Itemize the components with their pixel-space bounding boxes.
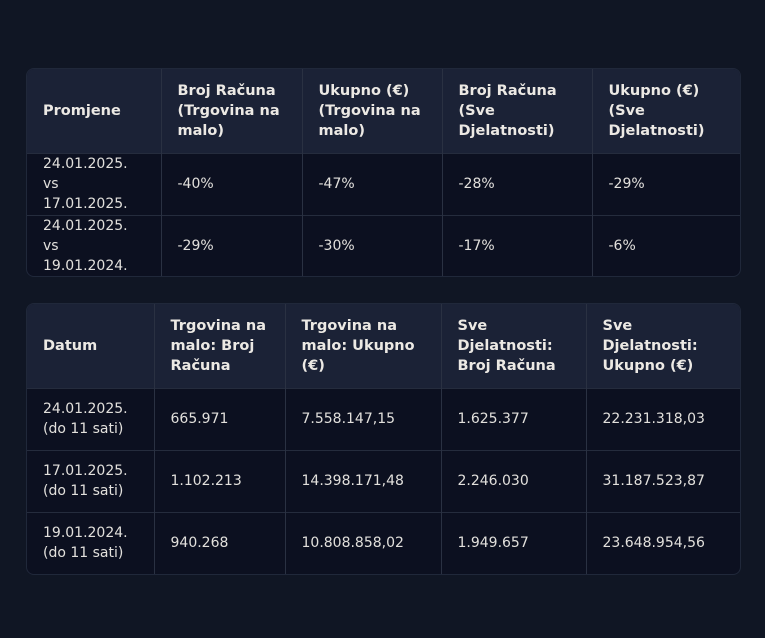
changes-table: Promjene Broj Računa (Trgovina na malo) … [27, 69, 740, 276]
table-cell: 23.648.954,56 [585, 511, 740, 574]
table-cell: 10.808.858,02 [284, 511, 441, 574]
table-row: 24.01.2025. vs 17.01.2025. -40% -47% -28… [27, 152, 740, 215]
table-cell: 1.102.213 [153, 449, 285, 512]
table-cell: 7.558.147,15 [284, 387, 441, 450]
table-cell: -29% [591, 152, 740, 215]
column-header: Sve Djelatnosti: Broj Računa [440, 304, 586, 388]
table-cell: 31.187.523,87 [585, 449, 740, 512]
totals-table: Datum Trgovina na malo: Broj Računa Trgo… [27, 304, 740, 574]
totals-table-card: Datum Trgovina na malo: Broj Računa Trgo… [26, 303, 741, 575]
table-cell: 14.398.171,48 [284, 449, 441, 512]
table-cell: 665.971 [153, 387, 285, 450]
comparison-table-card: Promjene Broj Računa (Trgovina na malo) … [26, 68, 741, 277]
table-cell: 24.01.2025. vs 19.01.2024. [27, 214, 161, 276]
table-header-row: Promjene Broj Računa (Trgovina na malo) … [27, 69, 740, 153]
column-header: Trgovina na malo: Ukupno (€) [284, 304, 441, 388]
table-cell: 2.246.030 [440, 449, 586, 512]
table-cell: -47% [301, 152, 442, 215]
column-header: Ukupno (€) (Sve Djelatnosti) [591, 69, 740, 153]
table-row: 24.01.2025. (do 11 sati) 665.971 7.558.1… [27, 387, 740, 450]
table-row: 24.01.2025. vs 19.01.2024. -29% -30% -17… [27, 214, 740, 276]
table-cell: 1.949.657 [440, 511, 586, 574]
table-cell: -30% [301, 214, 442, 276]
column-header: Ukupno (€) (Trgovina na malo) [301, 69, 442, 153]
column-header: Sve Djelatnosti: Ukupno (€) [585, 304, 740, 388]
table-cell: -6% [591, 214, 740, 276]
column-header: Datum [27, 304, 154, 388]
column-header: Broj Računa (Trgovina na malo) [160, 69, 302, 153]
column-header: Trgovina na malo: Broj Računa [153, 304, 285, 388]
table-cell: -29% [160, 214, 302, 276]
table-cell: -17% [441, 214, 592, 276]
column-header: Promjene [27, 69, 161, 153]
column-header: Broj Računa (Sve Djelatnosti) [441, 69, 592, 153]
table-cell: -40% [160, 152, 302, 215]
table-row: 17.01.2025. (do 11 sati) 1.102.213 14.39… [27, 449, 740, 512]
table-row: 19.01.2024. (do 11 sati) 940.268 10.808.… [27, 511, 740, 574]
table-cell: 24.01.2025. (do 11 sati) [27, 387, 154, 450]
table-cell: 24.01.2025. vs 17.01.2025. [27, 152, 161, 215]
table-cell: -28% [441, 152, 592, 215]
table-cell: 22.231.318,03 [585, 387, 740, 450]
table-cell: 940.268 [153, 511, 285, 574]
table-cell: 1.625.377 [440, 387, 586, 450]
table-header-row: Datum Trgovina na malo: Broj Računa Trgo… [27, 304, 740, 388]
table-cell: 17.01.2025. (do 11 sati) [27, 449, 154, 512]
table-cell: 19.01.2024. (do 11 sati) [27, 511, 154, 574]
